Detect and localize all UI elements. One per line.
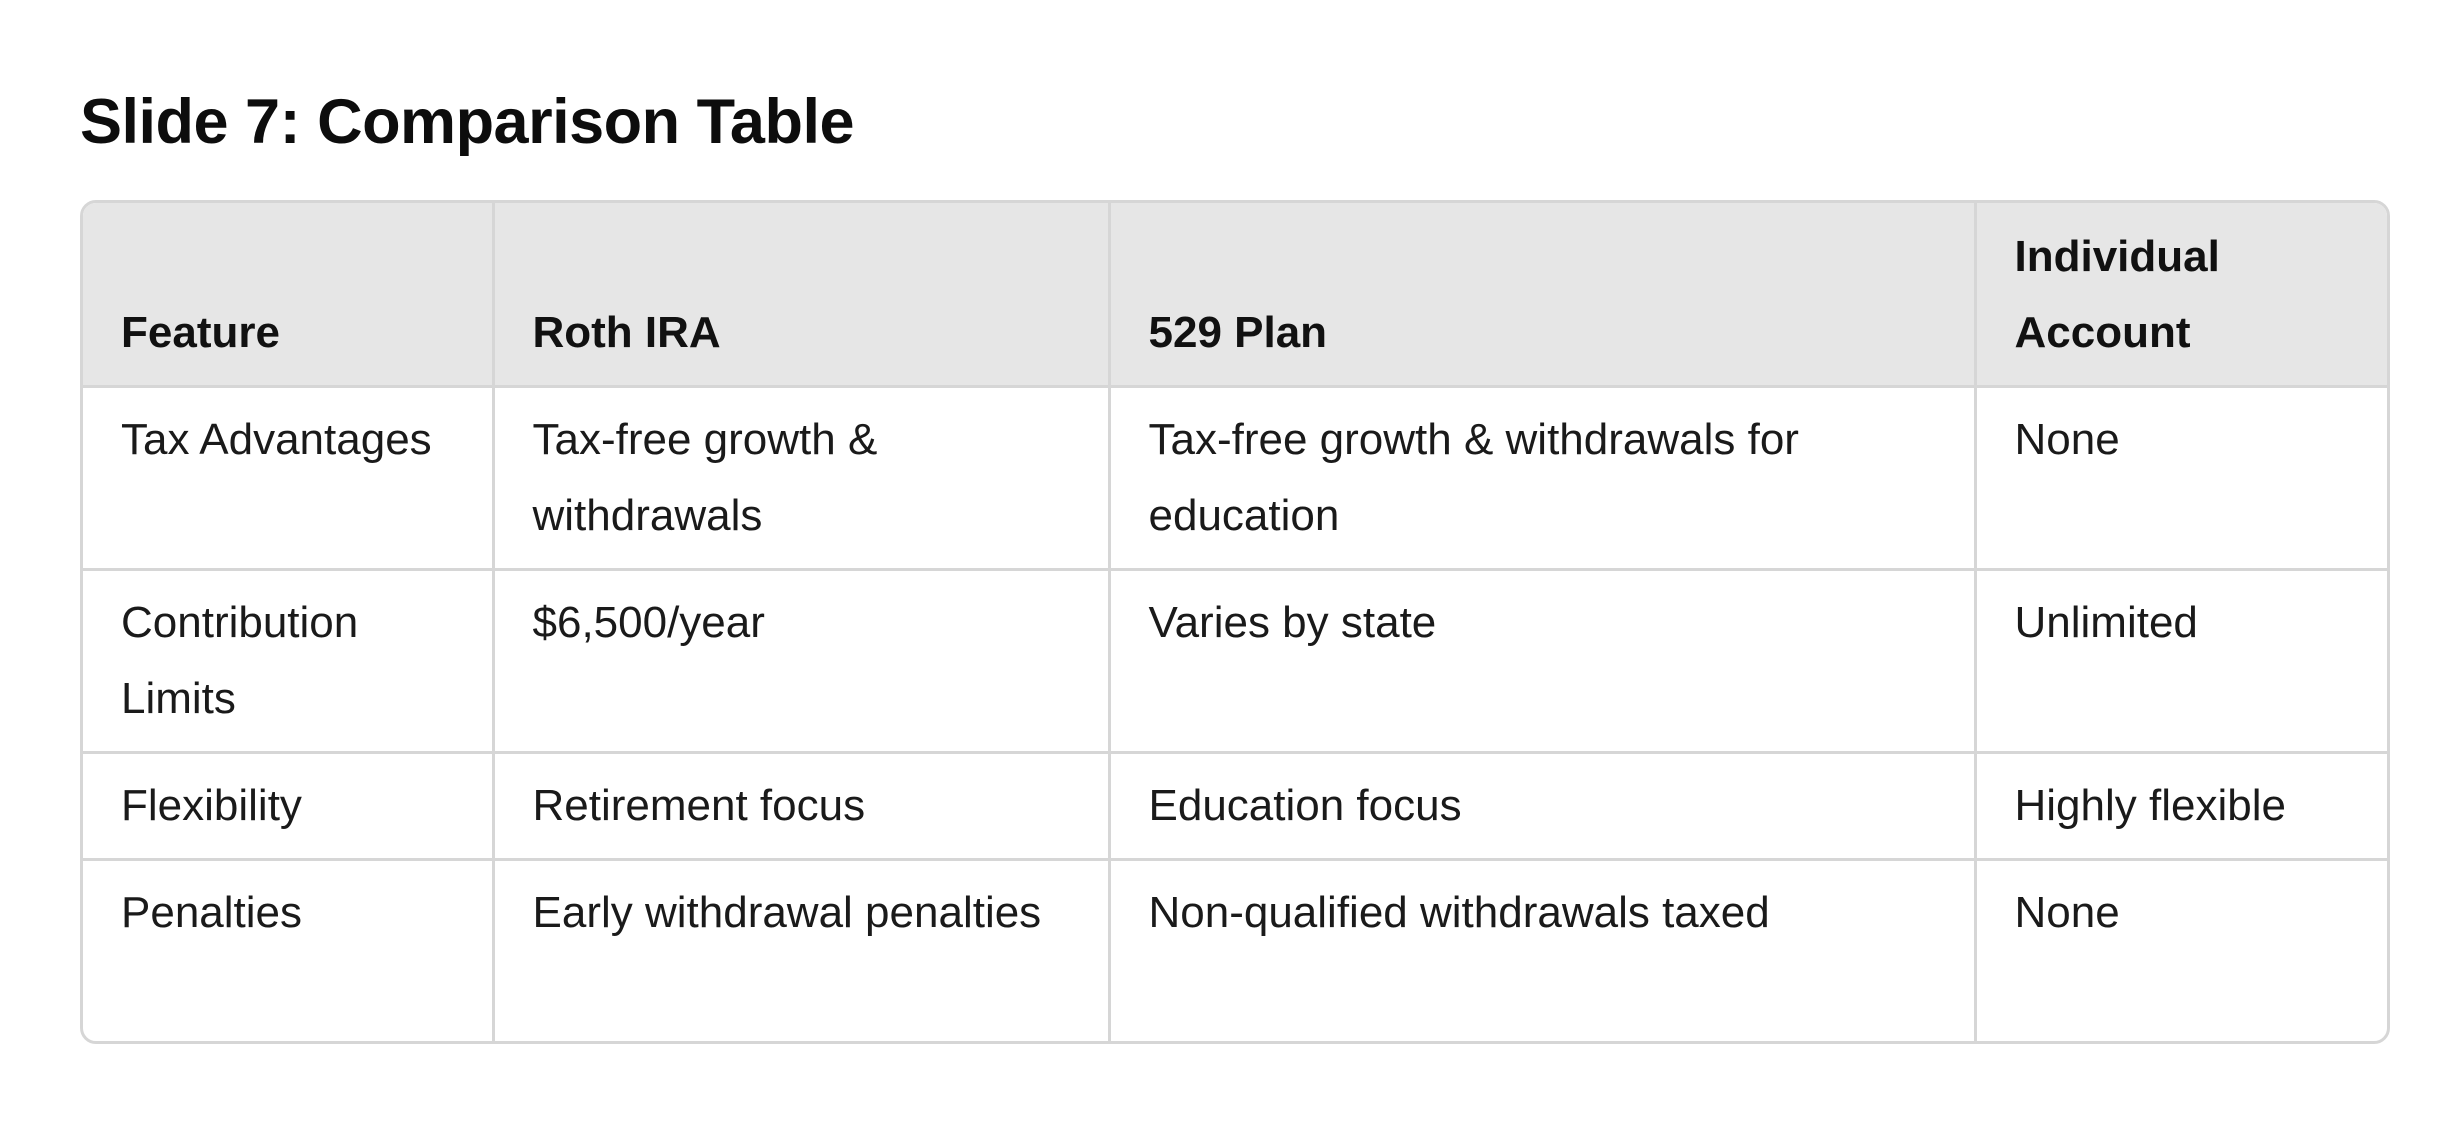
table-cell-feature: Flexibility [83, 752, 495, 861]
table-cell-individual-account: Highly flexible [1975, 752, 2387, 861]
table-cell-529-plan: Non-qualified withdrawals taxed [1109, 859, 1977, 1041]
column-header-roth-ira: Roth IRA [493, 203, 1111, 388]
table-cell-roth-ira: Early withdrawal penalties [493, 859, 1111, 1041]
table-cell-feature: Penalties [83, 859, 495, 1041]
table-cell-individual-account: None [1975, 386, 2387, 571]
table-cell-529-plan: Tax-free growth & withdrawals for educat… [1109, 386, 1977, 571]
comparison-table-container: Feature Roth IRA 529 Plan Individual Acc… [80, 200, 2390, 1044]
table-cell-feature: Contribution Limits [83, 569, 495, 754]
page-title: Slide 7: Comparison Table [80, 87, 855, 157]
column-header-individual-account: Individual Account [1975, 203, 2387, 388]
table-cell-individual-account: Unlimited [1975, 569, 2387, 754]
table-cell-roth-ira: Retirement focus [493, 752, 1111, 861]
table-cell-529-plan: Varies by state [1109, 569, 1977, 754]
table-header-row: Feature Roth IRA 529 Plan Individual Acc… [83, 203, 2387, 388]
column-header-529-plan: 529 Plan [1109, 203, 1977, 388]
table-cell-roth-ira: Tax-free growth & withdrawals [493, 386, 1111, 571]
table-row: Contribution Limits $6,500/year Varies b… [83, 569, 2387, 754]
table-row: Tax Advantages Tax-free growth & withdra… [83, 386, 2387, 571]
table-row: Flexibility Retirement focus Education f… [83, 752, 2387, 861]
table-cell-individual-account: None [2014, 887, 2120, 937]
table-row: Penalties Early withdrawal penalties Non… [83, 859, 2387, 1041]
table-cell-feature: Tax Advantages [83, 386, 495, 571]
column-header-feature: Feature [83, 203, 495, 388]
table-cell-529-plan: Education focus [1109, 752, 1977, 861]
comparison-table: Feature Roth IRA 529 Plan Individual Acc… [83, 203, 2387, 1041]
slide: Slide 7: Comparison Table Feature Roth I… [80, 84, 2390, 1044]
table-cell-roth-ira: $6,500/year [493, 569, 1111, 754]
